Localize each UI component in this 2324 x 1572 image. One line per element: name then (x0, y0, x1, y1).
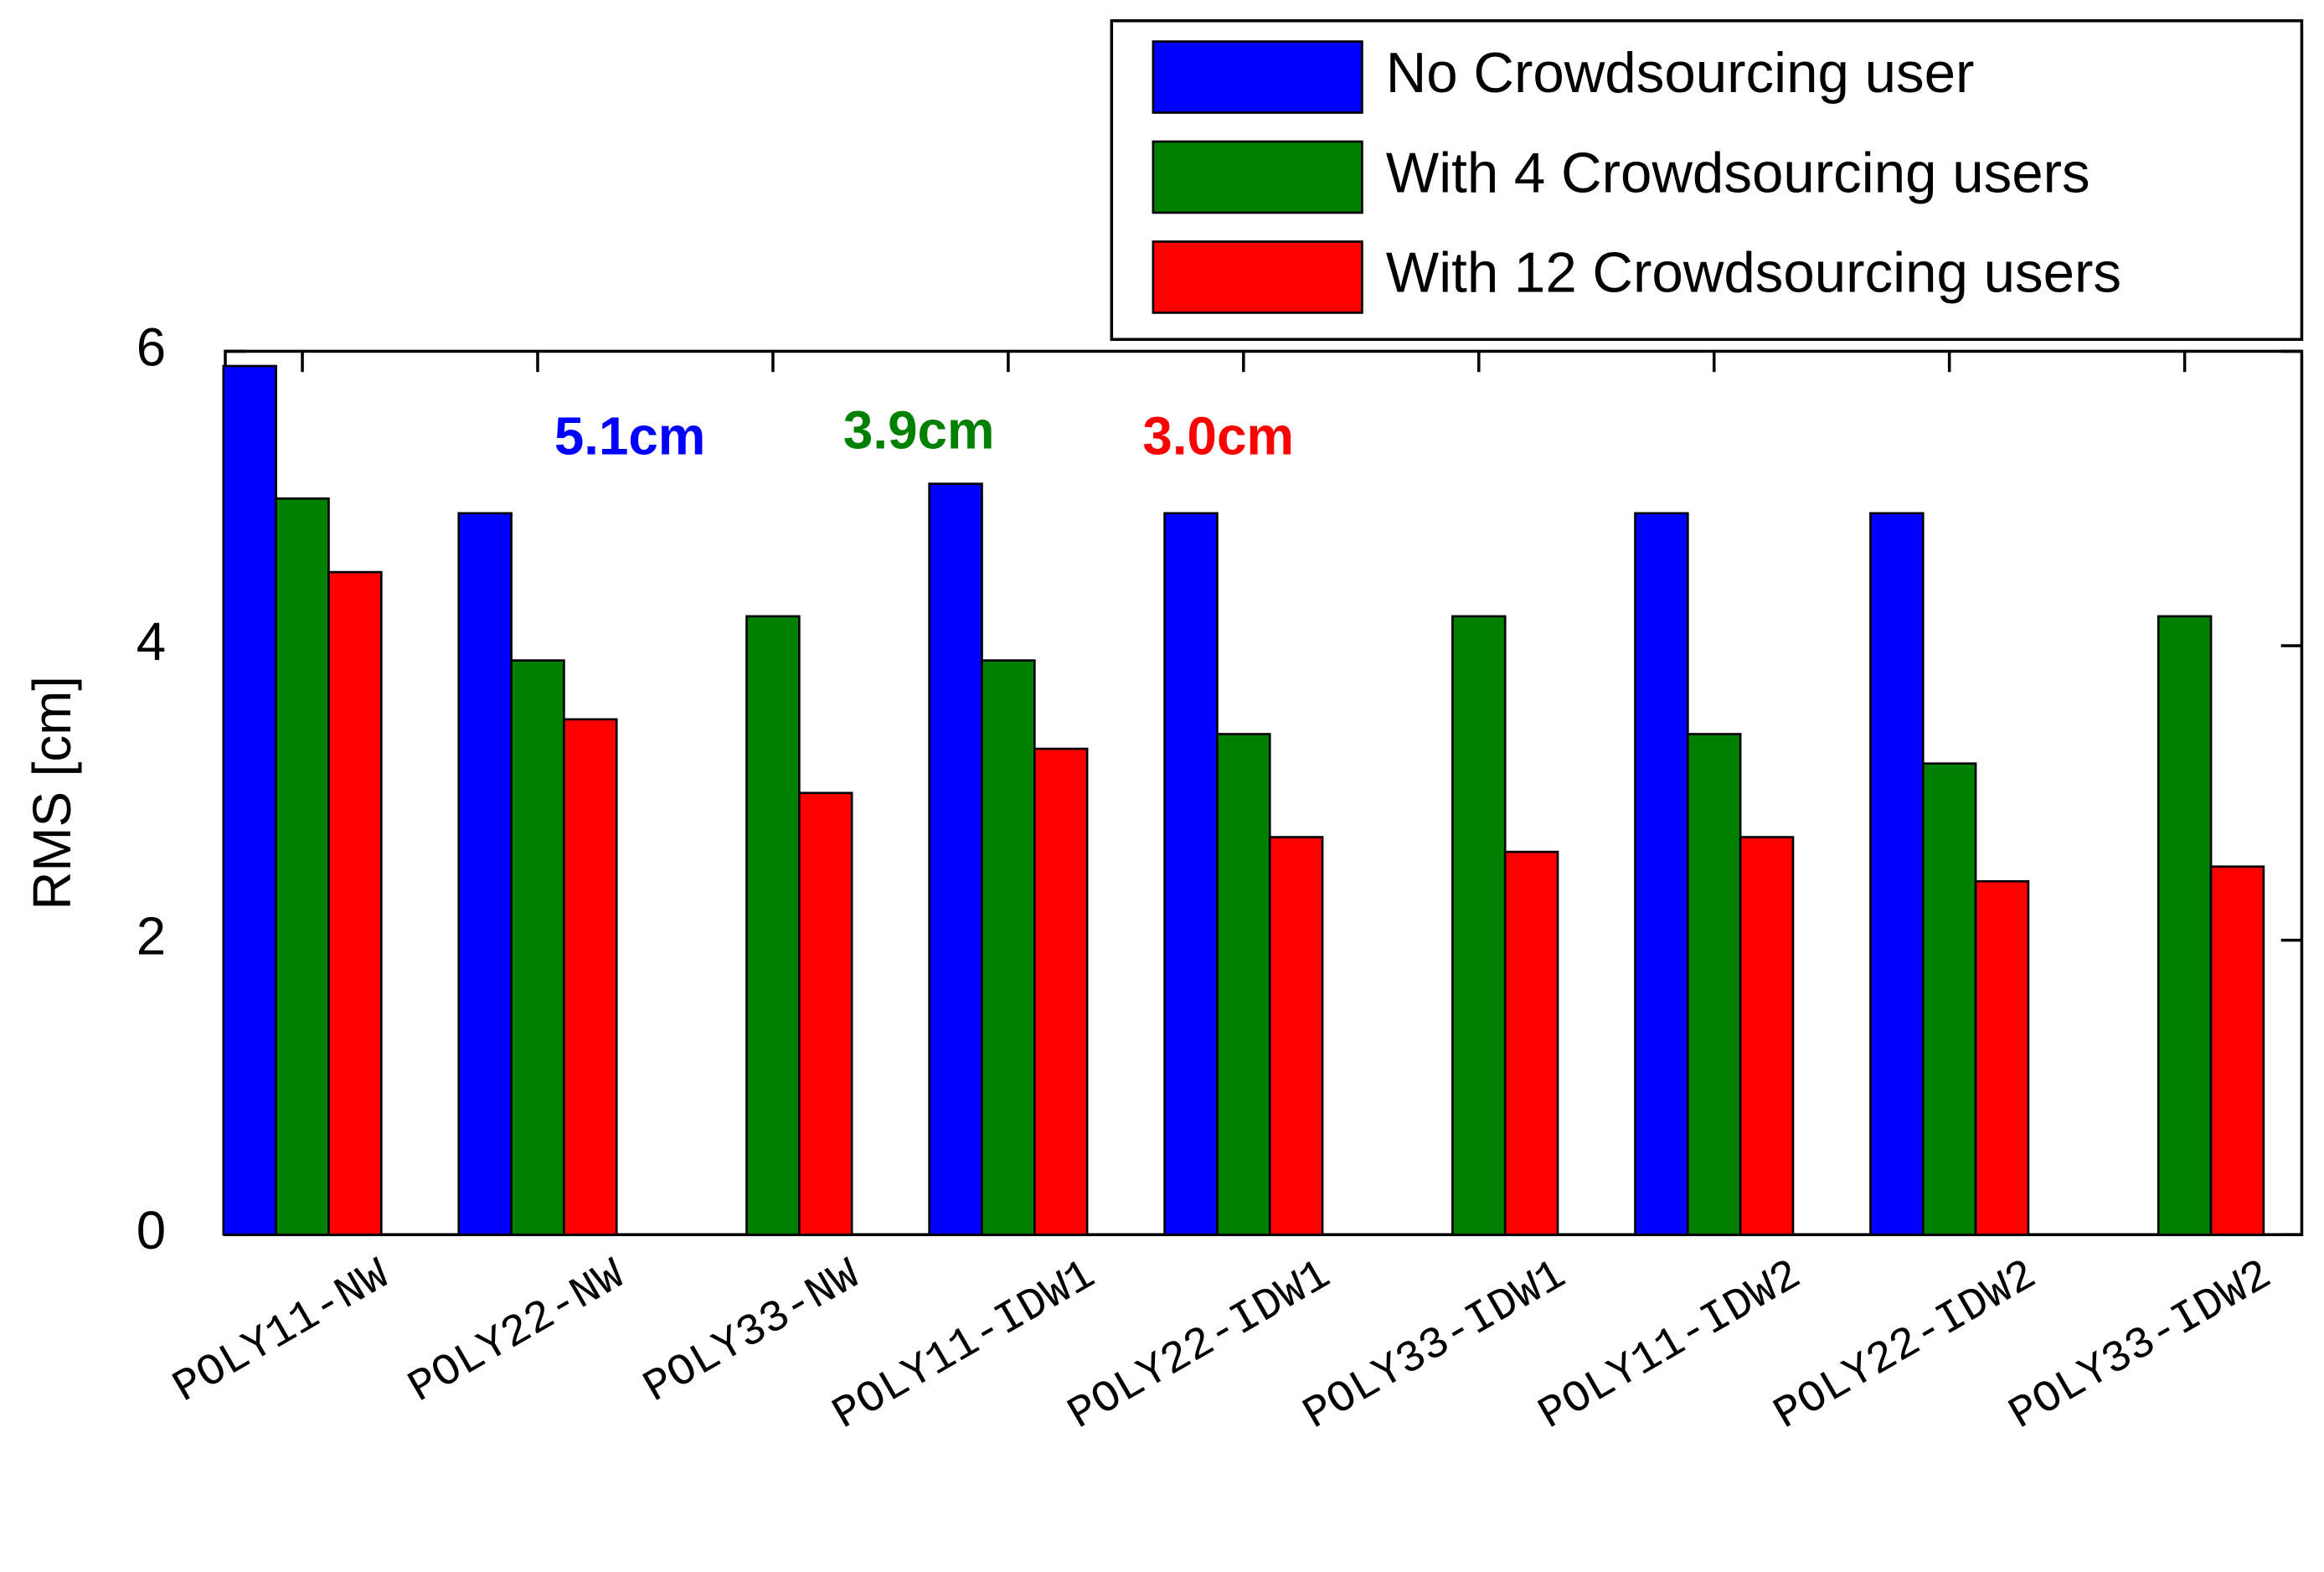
bar (2157, 615, 2213, 1236)
bar (2209, 865, 2265, 1236)
bar (457, 512, 513, 1236)
bar (745, 615, 801, 1236)
x-tick-label: POLY22-NW (400, 1250, 633, 1413)
y-axis-label: RMS [cm] (22, 676, 82, 910)
legend-swatch (1152, 240, 1363, 314)
legend-label: With 4 Crowdsourcing users (1386, 142, 2090, 204)
annotation: 3.0cm (1142, 405, 1294, 466)
x-tick-label: POLY33-NW (636, 1250, 868, 1413)
bar (1974, 879, 2030, 1236)
bar (327, 570, 383, 1236)
bar (1268, 836, 1324, 1236)
bar (1163, 512, 1219, 1236)
legend-swatch (1152, 40, 1363, 114)
bar (1739, 836, 1795, 1236)
bar (1869, 512, 1925, 1236)
y-tick-label: 4 (137, 611, 166, 672)
bar (1921, 762, 1977, 1236)
bar (510, 659, 565, 1236)
bar (1216, 733, 1271, 1236)
y-tick-label: 2 (137, 905, 166, 966)
bar (1503, 850, 1559, 1236)
bar (222, 364, 277, 1236)
bar (563, 718, 618, 1236)
annotation: 5.1cm (554, 405, 706, 466)
y-tick-label: 6 (137, 317, 166, 377)
x-tick-label: POLY11-IDW2 (1530, 1250, 1809, 1440)
bar (1033, 747, 1089, 1236)
bar (1634, 512, 1689, 1236)
x-tick-label: POLY22-IDW1 (1060, 1250, 1339, 1440)
y-tick-label: 0 (137, 1200, 166, 1260)
x-tick-label: POLY33-IDW1 (1295, 1250, 1574, 1440)
bar (1686, 733, 1742, 1236)
x-tick-label: POLY11-IDW1 (825, 1250, 1104, 1440)
legend-label: No Crowdsourcing user (1386, 42, 1975, 105)
legend-label: With 12 Crowdsourcing users (1386, 242, 2121, 305)
legend-swatch (1152, 140, 1363, 214)
x-tick-label: POLY33-IDW2 (2001, 1250, 2280, 1440)
bar (928, 482, 983, 1236)
bar (798, 791, 853, 1236)
bar (981, 659, 1036, 1236)
annotation: 3.9cm (843, 399, 995, 460)
x-tick-label: POLY11-NW (165, 1250, 398, 1413)
bar (1451, 615, 1507, 1236)
x-tick-label: POLY22-IDW2 (1765, 1250, 2044, 1440)
bar (275, 497, 330, 1236)
